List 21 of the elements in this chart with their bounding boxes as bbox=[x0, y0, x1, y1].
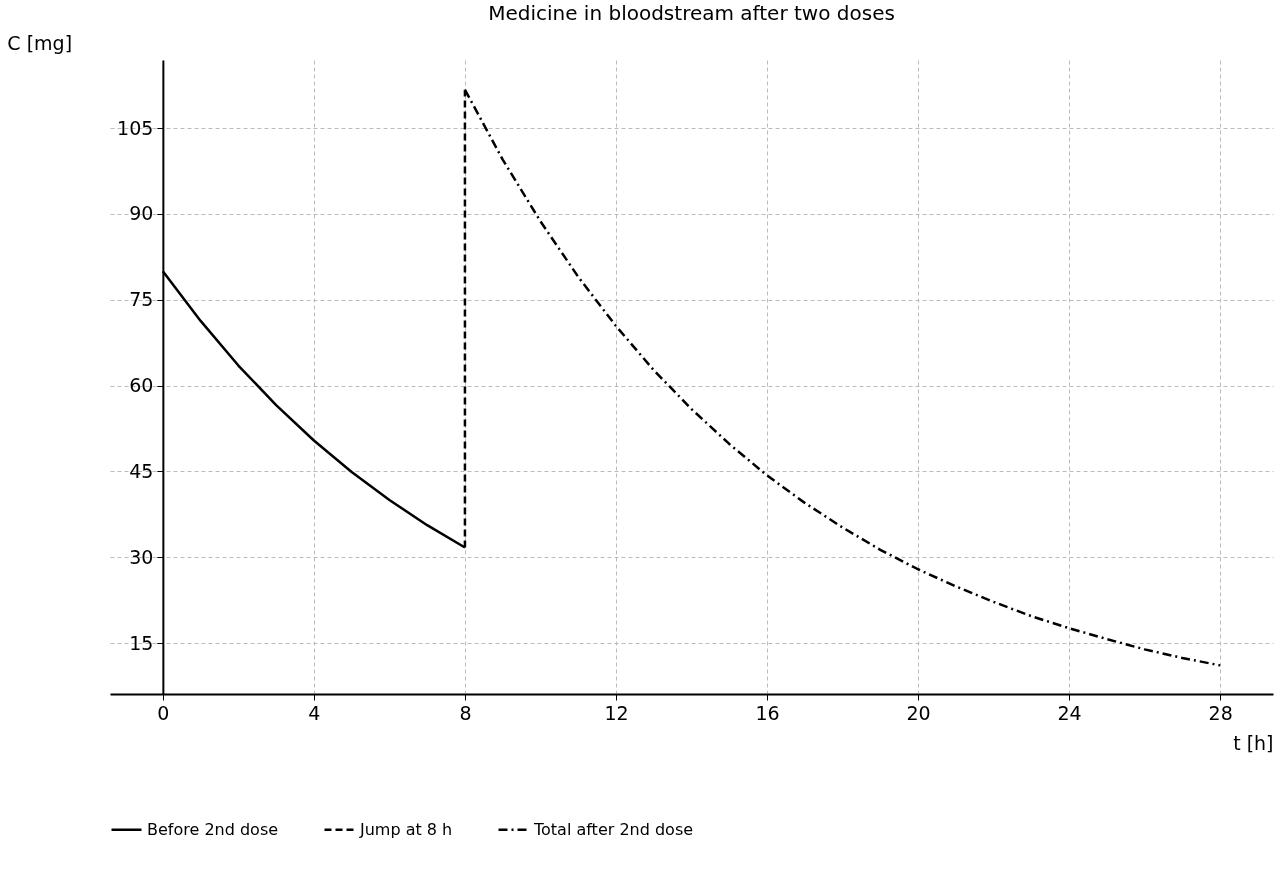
x-tick-label: 4 bbox=[308, 701, 321, 724]
x-axis-title: t [h] bbox=[1233, 731, 1274, 754]
y-tick-label: 105 bbox=[117, 116, 154, 139]
x-tick-label: 16 bbox=[755, 701, 780, 724]
legend-label: Before 2nd dose bbox=[147, 819, 279, 839]
x-tick-label: 20 bbox=[906, 701, 931, 724]
y-axis-title: C [mg] bbox=[7, 31, 73, 54]
y-tick-label: 30 bbox=[129, 545, 154, 568]
x-tick-label: 28 bbox=[1208, 701, 1233, 724]
chart-title: Medicine in bloodstream after two doses bbox=[488, 1, 895, 25]
y-tick-label: 90 bbox=[129, 202, 154, 225]
x-tick-label: 0 bbox=[157, 701, 170, 724]
x-tick-label: 24 bbox=[1057, 701, 1082, 724]
y-tick-label: 60 bbox=[129, 374, 154, 397]
y-tick-label: 75 bbox=[129, 288, 154, 311]
legend-label: Jump at 8 h bbox=[359, 819, 453, 839]
y-tick-label: 45 bbox=[129, 459, 154, 482]
x-tick-label: 12 bbox=[604, 701, 629, 724]
legend-label: Total after 2nd dose bbox=[533, 819, 694, 839]
y-tick-label: 15 bbox=[129, 631, 154, 654]
x-tick-label: 8 bbox=[459, 701, 472, 724]
